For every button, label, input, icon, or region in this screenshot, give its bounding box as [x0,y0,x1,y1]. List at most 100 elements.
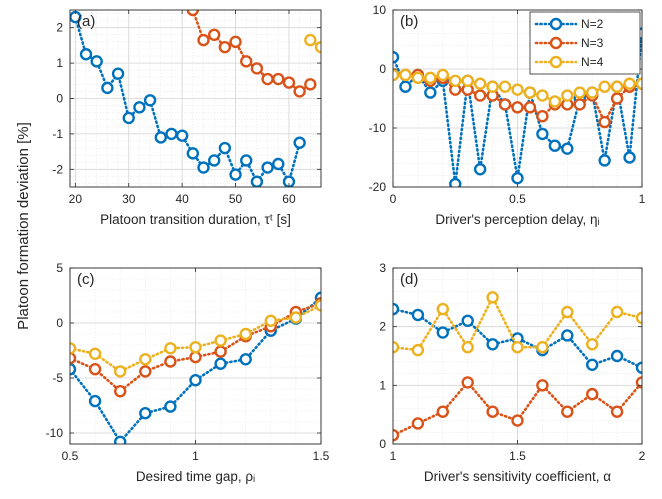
data-point [635,376,642,389]
data-point [449,74,462,88]
data-point [424,86,437,99]
data-point [623,151,636,164]
data-point [393,341,400,354]
data-point [88,394,102,408]
series-line [74,15,301,185]
data-point [114,435,127,444]
data-point [461,376,474,389]
data-point [511,341,524,354]
legend-entry: N=2 [534,17,604,31]
x-tick-label: 0.5 [509,192,526,206]
data-point [498,98,512,111]
data-point [610,349,624,363]
data-point [229,168,242,181]
y-tick-label: 5 [56,261,63,275]
data-point [411,343,425,357]
y-tick-label: 1 [56,56,63,70]
data-point [90,55,103,68]
data-point [139,365,152,378]
y-tick-label: 0 [379,437,386,451]
data-point [486,405,499,418]
series-c-3 [70,299,321,378]
data-point [207,154,221,167]
data-point [461,74,474,88]
x-axis-label: Driver's perception delay, ηᵢ [435,212,599,227]
grid [70,10,322,187]
data-point [154,131,167,144]
data-point [561,405,574,418]
data-point [561,89,574,102]
data-point [229,35,242,49]
data-point [186,147,200,160]
data-point [189,350,202,364]
data-point [164,400,177,413]
data-point [214,357,227,370]
legend-label: N=2 [581,17,604,31]
y-tick-label: -10 [46,426,64,440]
data-point [214,345,227,358]
data-point [240,154,253,167]
data-point [473,89,487,102]
series-d-2 [393,376,642,442]
data-point [586,338,599,351]
data-point [561,305,574,319]
data-point [411,417,425,430]
data-point [393,68,400,82]
legend-label: N=4 [581,55,604,69]
y-tick-label: 3 [379,261,386,275]
data-point [486,291,499,304]
legend-label: N=3 [581,36,604,50]
data-point [635,311,642,325]
data-point [304,78,317,91]
legend-entry: N=3 [534,36,604,50]
data-point [282,76,296,89]
data-point [449,177,462,187]
data-point [573,98,586,111]
data-point [561,329,574,342]
data-point [511,83,524,96]
data-point [586,387,599,401]
data-point [88,363,102,376]
data-point [70,363,77,376]
data-point [486,338,499,351]
x-tick-label: 20 [69,192,83,206]
legend-marker [549,36,563,50]
data-point [511,414,524,427]
data-point [293,136,306,149]
data-point [218,141,232,155]
y-tick-label: -2 [52,162,63,176]
data-point [240,55,253,68]
x-axis-label: Platoon transition duration, τᵗ [s] [100,212,291,227]
data-point [436,68,449,82]
data-point [411,308,425,322]
data-point [113,365,127,378]
data-point [111,67,125,80]
data-point [399,68,412,82]
data-point [164,355,177,368]
panel-c: 0.5 1 1.5 -10 -5 0 5 Desired time gap, ρᵢ (c) [46,261,330,484]
legend: N=2 N=3 N=4 [529,11,641,75]
x-tick-label: 1 [639,192,646,206]
y-tick-label: -5 [52,371,63,385]
data-point [598,115,611,129]
data-point [314,40,321,54]
x-tick-label: 1.5 [313,449,330,463]
data-point [536,89,549,102]
x-tick-label: 0 [390,192,397,206]
data-point [486,80,499,93]
data-point [393,51,400,64]
data-point [610,92,624,105]
data-point [88,347,102,360]
data-point [610,80,624,93]
y-tick-label: -10 [369,121,387,135]
series-d-3 [393,291,642,357]
data-point [610,305,624,319]
data-point [261,161,274,174]
data-point [314,299,321,312]
data-point [304,33,317,47]
legend-marker [549,17,563,31]
series-c-2 [70,297,321,398]
panel-label: (a) [77,13,95,30]
data-point [164,342,177,355]
